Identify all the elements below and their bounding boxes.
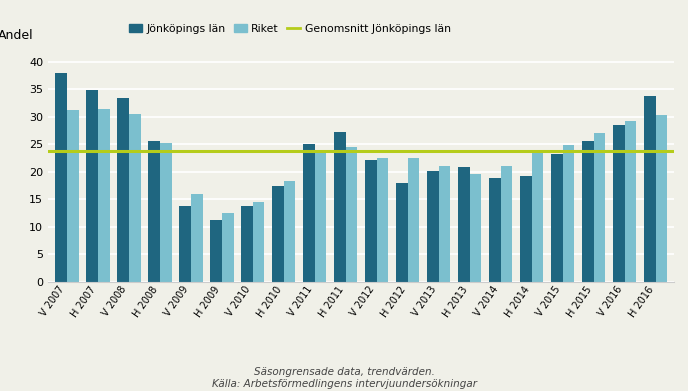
Bar — [501, 166, 513, 282]
Bar — [272, 187, 283, 282]
Bar — [532, 151, 544, 282]
Bar — [117, 97, 129, 282]
Bar — [551, 154, 563, 282]
Bar — [160, 143, 171, 282]
Bar — [148, 142, 160, 282]
Bar — [582, 142, 594, 282]
Bar — [86, 90, 98, 282]
Bar — [98, 109, 109, 282]
Bar — [625, 121, 636, 282]
Bar — [396, 183, 408, 282]
Bar — [252, 202, 264, 282]
Bar — [644, 97, 656, 282]
Bar — [334, 132, 345, 282]
Bar — [222, 213, 233, 282]
Bar — [458, 167, 470, 282]
Legend: Jönköpings län, Riket, Genomsnitt Jönköpings län: Jönköpings län, Riket, Genomsnitt Jönköp… — [129, 24, 451, 34]
Bar — [594, 133, 605, 282]
Bar — [439, 166, 451, 282]
Bar — [520, 176, 532, 282]
Bar — [303, 144, 314, 282]
Bar — [563, 145, 574, 282]
Bar — [489, 178, 501, 282]
Bar — [345, 147, 358, 282]
Bar — [365, 160, 377, 282]
Text: Andel: Andel — [0, 29, 34, 41]
Bar — [377, 158, 389, 282]
Bar — [191, 194, 202, 282]
Bar — [613, 125, 625, 282]
Bar — [408, 158, 420, 282]
Bar — [55, 73, 67, 282]
Text: Säsongrensade data, trendvärden.
Källa: Arbetsförmedlingens intervjuundersökning: Säsongrensade data, trendvärden. Källa: … — [211, 368, 477, 389]
Bar — [210, 220, 222, 282]
Bar — [283, 181, 295, 282]
Bar — [656, 115, 667, 282]
Bar — [129, 114, 140, 282]
Bar — [67, 110, 78, 282]
Bar — [427, 170, 439, 282]
Bar — [470, 174, 482, 282]
Bar — [179, 206, 191, 282]
Bar — [314, 150, 327, 282]
Bar — [241, 206, 252, 282]
